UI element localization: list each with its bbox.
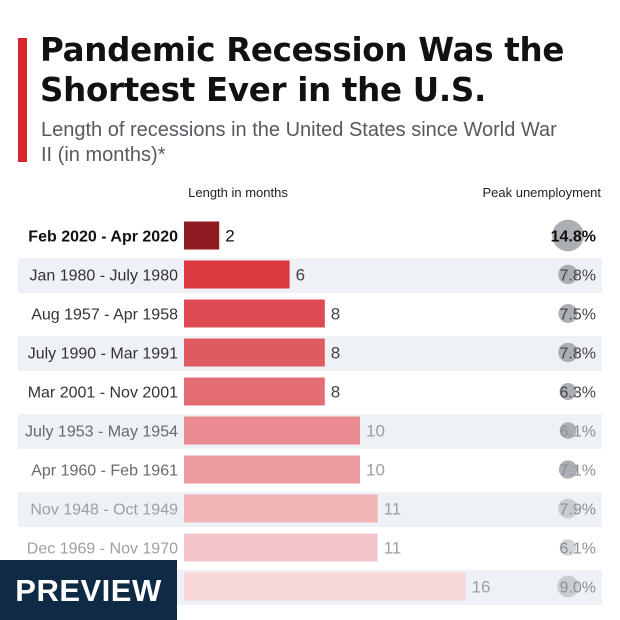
category-label: Apr 1960 - Feb 1961 xyxy=(31,463,178,480)
bar xyxy=(184,455,360,484)
bar xyxy=(184,572,466,601)
category-labels: Feb 2020 - Apr 2020 Jan 1980 - July 1980 A… xyxy=(25,229,178,558)
peak-unemployment-label: 9.0% xyxy=(560,580,596,597)
peak-unemployment-label: 7.5% xyxy=(560,307,596,324)
peak-unemployment-dot xyxy=(559,422,577,439)
peak-unemployment-dot xyxy=(558,460,578,479)
peak-unemployment-label: 7.9% xyxy=(560,502,596,519)
value-label: 11 xyxy=(384,500,402,519)
value-label: 8 xyxy=(331,344,340,363)
peak-unemployment-label: 6.1% xyxy=(560,541,596,558)
title-accent-bar xyxy=(18,38,27,162)
value-label: 8 xyxy=(331,305,340,324)
peak-unemployment-label: 6.1% xyxy=(560,424,596,441)
peak-unemployment-label: 14.8% xyxy=(551,229,596,246)
peak-unemployment-dot xyxy=(552,219,584,252)
row-band xyxy=(18,258,602,293)
value-label: 10 xyxy=(366,422,385,441)
x-axis-label: Length in months xyxy=(188,185,288,200)
peak-unemployment-header: Peak unemployment xyxy=(482,185,601,200)
category-label: Nov 1948 - Oct 1949 xyxy=(30,502,178,519)
peak-unemployment-label: 7.1% xyxy=(560,463,596,480)
bar xyxy=(184,494,378,523)
peak-unemployment-dot xyxy=(558,498,578,519)
value-label: 11 xyxy=(384,539,402,558)
preview-badge: PREVIEW xyxy=(0,560,177,620)
category-label: Dec 1969 - Nov 1970 xyxy=(27,541,178,558)
bar xyxy=(184,338,325,367)
bar xyxy=(184,533,378,562)
bars xyxy=(184,221,466,601)
category-label: Aug 1957 - Apr 1958 xyxy=(31,307,178,324)
peak-unemployment-dot xyxy=(558,264,578,285)
peak-unemployment-dot xyxy=(557,575,579,598)
value-labels: 2 6 8 8 8 10 10 11 11 16 xyxy=(225,227,490,597)
category-label: Jan 1980 - July 1980 xyxy=(29,268,178,285)
bar xyxy=(184,221,220,250)
peak-unemployment-label: 7.8% xyxy=(560,268,596,285)
peak-unemployment-dot xyxy=(559,383,577,400)
value-label: 2 xyxy=(225,227,234,246)
value-label: 16 xyxy=(472,578,491,597)
peak-unemployment-dot xyxy=(558,303,578,324)
unemployment-dots xyxy=(552,219,584,598)
peak-unemployment-dot xyxy=(559,539,577,556)
bar xyxy=(184,377,325,406)
peak-unemployment-labels: 14.8% 7.8% 7.5% 7.8% 6.3% 6.1% 7.1% 7.9% 6.1% 9.0… xyxy=(551,229,596,597)
bar xyxy=(184,299,325,328)
peak-unemployment-label: 6.3% xyxy=(560,385,596,402)
category-label: Feb 2020 - Apr 2020 xyxy=(28,229,178,246)
peak-unemployment-label: 7.8% xyxy=(560,346,596,363)
category-label: July 1953 - May 1954 xyxy=(25,424,178,441)
value-label: 8 xyxy=(331,383,340,402)
peak-unemployment-dot xyxy=(558,342,578,363)
category-label: Mar 2001 - Nov 2001 xyxy=(28,385,178,402)
chart-subtitle: Length of recessions in the United State… xyxy=(41,119,557,166)
category-label: July 1990 - Mar 1991 xyxy=(28,346,178,363)
value-label: 6 xyxy=(296,266,305,285)
value-label: 10 xyxy=(366,461,385,480)
bar xyxy=(184,416,360,445)
bar xyxy=(184,260,290,289)
chart-title: Pandemic Recession Was the Shortest Ever… xyxy=(40,31,565,109)
